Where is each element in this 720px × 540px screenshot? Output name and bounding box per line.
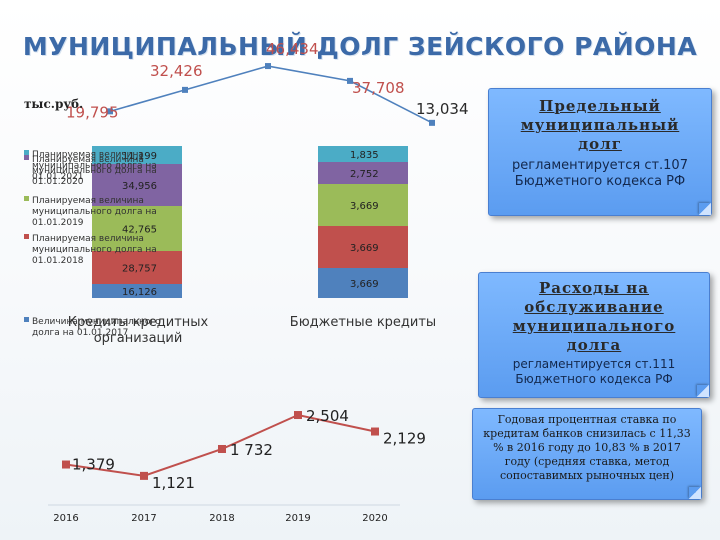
interest-rate-callout: Годовая процентная ставка по кредитам ба…: [472, 408, 702, 500]
service-cost-point: [62, 460, 70, 469]
debt-line-value-label: 32,426: [150, 62, 203, 80]
bar-segment: [318, 268, 408, 298]
page-fold-icon: [697, 385, 709, 397]
year-tick-label: 2017: [131, 513, 156, 524]
debt-limit-callout: Предельный муниципальный долг регламенти…: [488, 88, 712, 216]
service-cost-line-chart: 1,379 1,121 1 732 2,504 2,129 2016 2017 2018 201…: [48, 407, 426, 524]
bar-data-label: 16,126: [122, 287, 157, 298]
service-cost-point: [218, 444, 226, 453]
debt-line-value-label: 37,708: [352, 79, 405, 97]
bar-data-label: 2,752: [350, 169, 379, 180]
page-title: МУНИЦИПАЛЬНЫЙ ДОЛГ ЗЕЙСКОГО РАЙОНА: [22, 32, 698, 61]
legend-label: Планируемая величина: [32, 196, 144, 206]
bar-data-label: 11,199: [122, 151, 157, 162]
bar-data-label: 3,669: [350, 243, 379, 254]
service-cost-value-label: 1,121: [152, 474, 195, 492]
bar-segment: [92, 206, 182, 251]
year-tick-label: 2020: [362, 513, 387, 524]
legend-label: муниципального долга на: [32, 245, 157, 255]
bar-segment: [318, 226, 408, 268]
legend-label: 01.01.2020: [32, 177, 84, 187]
service-cost-value-label: 1,379: [72, 456, 115, 474]
legend-label: муниципального долга на: [32, 207, 157, 217]
debt-line-chart: 19,795 32,426 46,434 37,708 13,034 тыс.руб.: [24, 40, 469, 126]
legend-swatch: [24, 155, 29, 160]
service-cost-point: [294, 411, 302, 420]
bar-segment: [92, 146, 182, 164]
debt-line-point: [347, 77, 353, 84]
bar-data-label: 34,956: [122, 181, 157, 192]
legend-label: 01.01.2018: [32, 256, 84, 266]
debt-line-point: [429, 119, 435, 126]
debt-line-point: [182, 86, 188, 93]
legend-label: Планируемая величина: [32, 155, 144, 165]
debt-line-point: [107, 108, 113, 115]
legend-label: Планируемая величина: [32, 234, 144, 244]
legend-label: Планируемая величина: [32, 150, 144, 160]
debt-line-value-label: 19,795: [66, 103, 119, 121]
legend-swatch: [24, 196, 29, 201]
page-fold-icon: [699, 203, 711, 215]
service-cost-value-label: 2,129: [383, 430, 426, 448]
page-fold-icon: [689, 487, 701, 499]
bar-category-label: Бюджетные кредиты: [290, 315, 436, 330]
bar-data-label: 1,835: [350, 150, 379, 161]
debt-stacked-bar-chart: 16,126 28,757 42,765 34,956 11,199 3,669 3,669…: [68, 146, 436, 346]
bar-data-label: 28,757: [122, 264, 157, 275]
debt-limit-heading: Предельный муниципальный долг: [520, 97, 680, 153]
legend-swatch: [24, 234, 29, 239]
legend-swatch: [24, 317, 29, 322]
legend-swatch: [24, 150, 29, 155]
debt-limit-text: регламентируется ст.107 Бюджетного кодек…: [512, 158, 688, 189]
debt-service-heading: Расходы на обслуживание муниципального д…: [512, 279, 676, 354]
legend-label: 01.01.2019: [32, 218, 84, 228]
bar-data-label: 42,765: [122, 225, 157, 236]
debt-service-text: регламентируется ст.111 Бюджетного кодек…: [512, 357, 676, 386]
year-tick-label: 2019: [285, 513, 310, 524]
bar-segment: [92, 251, 182, 284]
service-cost-point: [140, 471, 148, 480]
bar-data-label: 3,669: [350, 279, 379, 290]
legend-label: муниципального долга на: [32, 166, 157, 176]
service-cost-point: [371, 427, 379, 436]
bar-segment: [92, 284, 182, 298]
debt-service-callout: Расходы на обслуживание муниципального д…: [478, 272, 710, 398]
debt-line-value-label: 13,034: [416, 100, 469, 118]
legend-label: Величина муниципального: [32, 317, 161, 327]
debt-line-point: [265, 63, 271, 70]
bar-segment: [92, 164, 182, 206]
bar-data-label: 3,669: [350, 201, 379, 212]
bar-category-label-cont: организаций: [94, 331, 183, 346]
bar-segment: [318, 146, 408, 162]
service-cost-value-label: 1 732: [230, 441, 273, 459]
debt-line-unit-label: тыс.руб.: [24, 97, 83, 111]
legend-label: 01.01.2021: [32, 172, 84, 182]
service-cost-value-label: 2,504: [306, 407, 349, 425]
debt-line-value-label: 46,434: [266, 40, 319, 58]
legend-label: долга на 01.01.2017: [32, 328, 128, 338]
bar-category-label: Кредиты кредитных: [68, 315, 209, 330]
year-tick-label: 2018: [209, 513, 234, 524]
bar-segment: [318, 162, 408, 184]
legend-label: муниципального долга на: [32, 161, 157, 171]
year-tick-label: 2016: [53, 513, 78, 524]
bar-segment: [318, 184, 408, 226]
interest-rate-text: Годовая процентная ставка по кредитам ба…: [483, 413, 691, 482]
